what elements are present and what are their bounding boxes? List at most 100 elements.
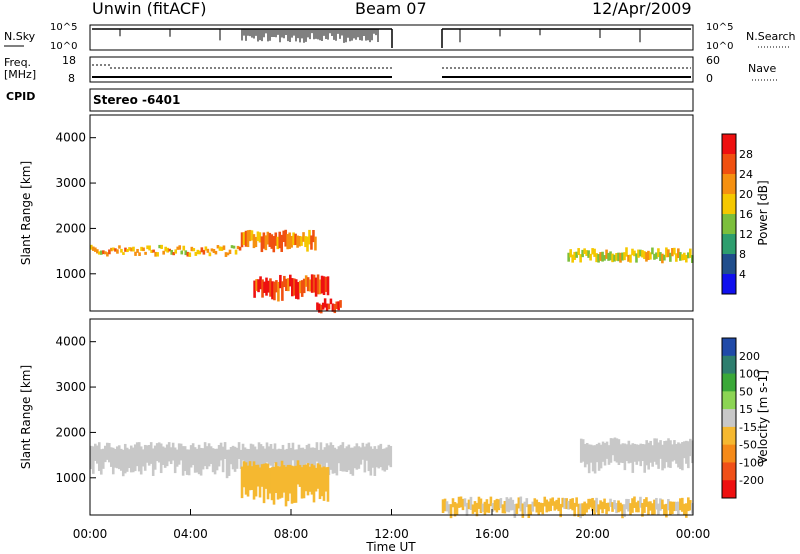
heatmap-cell bbox=[132, 246, 135, 252]
heatmap-cell bbox=[248, 461, 252, 491]
heatmap-cell bbox=[589, 498, 592, 508]
heatmap-cell bbox=[242, 461, 246, 488]
heatmap-cell bbox=[300, 236, 303, 246]
heatmap-cell bbox=[441, 499, 445, 514]
heatmap-cell bbox=[116, 249, 119, 254]
heatmap-cell bbox=[323, 447, 327, 468]
heatmap-cell bbox=[653, 499, 656, 515]
colorbar-segment bbox=[722, 134, 736, 155]
heatmap-cell bbox=[631, 443, 635, 473]
heatmap-cell bbox=[98, 251, 101, 255]
heatmap-cell bbox=[621, 443, 625, 464]
heatmap-cell bbox=[385, 447, 389, 470]
time-tick-label: 12:00 bbox=[374, 527, 409, 541]
heatmap-cell bbox=[685, 503, 688, 518]
heatmap-cell bbox=[294, 465, 298, 503]
colorbar-segment bbox=[722, 194, 736, 215]
colorbar-tick-label: 24 bbox=[739, 168, 753, 181]
colorbar-segment bbox=[722, 174, 736, 195]
colorbar-segment bbox=[722, 154, 736, 175]
power-data bbox=[90, 229, 694, 314]
heatmap-cell bbox=[609, 251, 612, 261]
heatmap-cell bbox=[651, 503, 654, 516]
heatmap-cell bbox=[136, 248, 139, 253]
heatmap-cell bbox=[571, 254, 574, 263]
heatmap-cell bbox=[251, 444, 255, 470]
heatmap-cell bbox=[179, 443, 183, 461]
heatmap-cell bbox=[683, 441, 686, 459]
heatmap-cell bbox=[270, 467, 274, 501]
heatmap-cell bbox=[326, 467, 330, 502]
heatmap-cell bbox=[230, 245, 234, 249]
heatmap-cell bbox=[199, 447, 203, 476]
heatmap-cell bbox=[312, 465, 316, 503]
heatmap-cell bbox=[335, 449, 339, 476]
heatmap-cell bbox=[685, 254, 688, 263]
heatmap-cell bbox=[347, 444, 351, 471]
heatmap-cell bbox=[605, 441, 609, 459]
heatmap-cell bbox=[235, 447, 239, 469]
heatmap-cell bbox=[131, 447, 135, 473]
colorbar-tick-label: 100 bbox=[739, 368, 760, 381]
freq-strip: Freq. [MHz] 18 8 60 0 Nave bbox=[4, 54, 778, 85]
power-colorbar-label: Power [dB] bbox=[756, 180, 770, 245]
heatmap-cell bbox=[307, 443, 311, 466]
heatmap-cell bbox=[122, 252, 125, 255]
heatmap-cell bbox=[192, 248, 196, 252]
heatmap-cell bbox=[286, 234, 289, 250]
heatmap-cell bbox=[279, 449, 283, 468]
colorbar-tick-label: 20 bbox=[739, 188, 753, 201]
heatmap-cell bbox=[256, 231, 260, 242]
heatmap-cell bbox=[463, 498, 467, 507]
heatmap-cell bbox=[613, 437, 617, 462]
heatmap-cell bbox=[457, 496, 461, 508]
heatmap-cell bbox=[241, 443, 245, 461]
heatmap-cell bbox=[653, 438, 656, 462]
heatmap-cell bbox=[649, 252, 652, 260]
heatmap-cell bbox=[299, 447, 303, 472]
heatmap-cell bbox=[255, 279, 258, 291]
heatmap-cell bbox=[377, 445, 381, 469]
heatmap-cell bbox=[655, 497, 658, 510]
colorbar-frame bbox=[721, 337, 737, 499]
heatmap-cell bbox=[683, 503, 686, 516]
heatmap-cell bbox=[561, 497, 564, 508]
heatmap-cell bbox=[238, 246, 242, 251]
power-axis: 4000 3000 2000 1000 bbox=[55, 131, 96, 281]
heatmap-cell bbox=[369, 446, 373, 476]
colorbar-segment bbox=[722, 254, 736, 275]
heatmap-cell bbox=[157, 442, 161, 463]
heatmap-cell bbox=[659, 252, 662, 261]
heatmap-cell bbox=[675, 253, 678, 262]
heatmap-cell bbox=[143, 444, 147, 471]
heatmap-cell bbox=[292, 232, 295, 246]
heatmap-cell bbox=[591, 248, 594, 255]
colorbar-segment bbox=[722, 234, 736, 255]
heatmap-cell bbox=[679, 498, 682, 511]
heatmap-cell bbox=[329, 442, 333, 470]
heatmap-cell bbox=[445, 501, 449, 512]
heatmap-cell bbox=[583, 444, 587, 468]
heatmap-cell bbox=[202, 249, 206, 255]
heatmap-cell bbox=[477, 496, 481, 509]
heatmap-cell bbox=[661, 253, 664, 264]
heatmap-cell bbox=[297, 444, 301, 471]
heatmap-cell bbox=[296, 235, 299, 248]
heatmap-cell bbox=[601, 441, 605, 462]
heatmap-cell bbox=[625, 444, 629, 462]
heatmap-cell bbox=[491, 503, 495, 512]
heatmap-cell bbox=[473, 501, 477, 512]
colorbar-segment bbox=[722, 338, 736, 357]
heatmap-cell bbox=[501, 504, 505, 514]
heatmap-cell bbox=[655, 252, 658, 259]
heatmap-cell bbox=[175, 449, 179, 467]
heatmap-cell bbox=[289, 447, 293, 474]
heatmap-cell bbox=[119, 448, 123, 471]
nsky-label: N.Sky bbox=[4, 30, 36, 43]
heatmap-cell bbox=[312, 274, 316, 293]
time-axis: 00:00 04:00 08:00 12:00 16:00 20:00 00:00 bbox=[73, 509, 710, 541]
heatmap-cell bbox=[479, 498, 483, 514]
heatmap-cell bbox=[90, 445, 93, 470]
heatmap-cell bbox=[320, 467, 324, 497]
heatmap-cell bbox=[260, 464, 264, 487]
